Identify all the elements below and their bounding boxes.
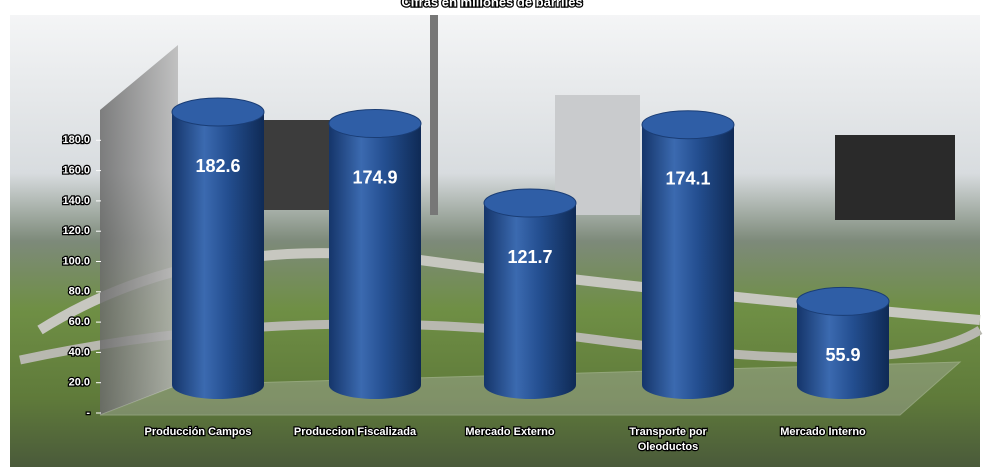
cylinder-body [172,112,264,399]
value-label: 174.9 [352,167,397,187]
cylinder-top [483,188,577,218]
bar [328,109,422,399]
tank [555,95,640,215]
y-tick-label: 20.0 [69,377,90,389]
cylinder-body [642,124,734,400]
cylinder-top [641,110,735,140]
bar [641,110,735,400]
y-tick-label: 60.0 [69,316,90,328]
cylinder-body [484,203,576,399]
y-tick-label: 180.0 [62,134,90,146]
x-tick-label: Transporte por Oleoductos [629,426,707,453]
cylinder-top [171,97,265,127]
tank [835,135,955,220]
chart-title: Cifras en millones de barriles [401,0,582,9]
bar [171,97,265,399]
tank [260,120,330,210]
bar [796,286,890,399]
side-wall [100,45,178,415]
chimney [430,15,438,215]
cylinder-body [329,123,421,399]
value-label: 174.1 [665,168,710,188]
label-line: Transporte por [629,426,707,438]
y-tick-label: 160.0 [62,165,90,177]
x-tick-label: Producción Campos [145,426,252,438]
cylinder-top [796,286,890,316]
y-tick-label: 120.0 [62,225,90,237]
y-tick-label: 80.0 [69,286,90,298]
cylinder-top [328,109,422,139]
x-tick-label: Produccion Fiscalizada [294,426,417,438]
y-tick-label: 100.0 [62,255,90,267]
bar [483,188,577,399]
y-tick-label: - [86,407,90,419]
y-tick-label: 40.0 [69,346,90,358]
value-label: 55.9 [825,345,860,365]
x-tick-label: Mercado Interno [780,426,866,438]
y-tick-label: 140.0 [62,195,90,207]
label-line: Oleoductos [638,441,699,453]
value-label: 121.7 [507,247,552,267]
value-label: 182.6 [195,156,240,176]
x-tick-label: Mercado Externo [465,426,555,438]
cylinder-body [797,301,889,399]
